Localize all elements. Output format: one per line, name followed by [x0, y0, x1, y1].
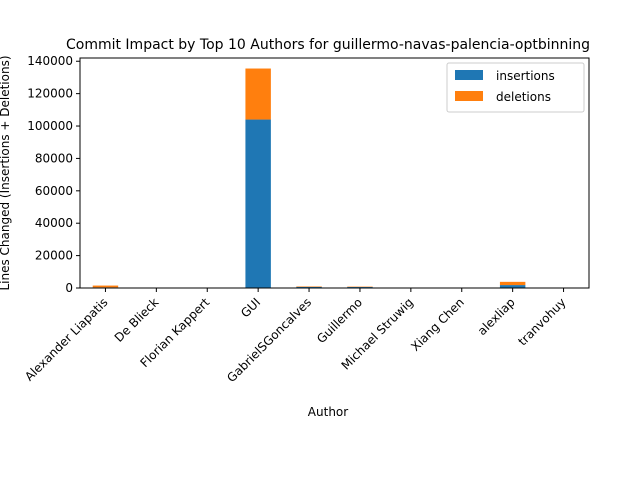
- y-tick-label: 40000: [35, 216, 73, 230]
- legend-swatch-deletions: [455, 91, 483, 101]
- legend-swatch-insertions: [455, 70, 483, 80]
- y-axis: 0 20000 40000 60000 80000 100000 120000 140000: [27, 54, 80, 295]
- x-tick-label: tranvohuy: [515, 295, 568, 348]
- legend-label-deletions: deletions: [496, 90, 551, 104]
- y-tick-label: 140000: [27, 54, 73, 68]
- y-axis-label: Lines Changed (Insertions + Deletions): [0, 55, 12, 290]
- y-tick-label: 20000: [35, 249, 73, 263]
- x-tick-label: De Blieck: [112, 295, 162, 345]
- x-tick-label: GUI: [238, 295, 263, 320]
- x-tick-label: alexliap: [475, 295, 518, 338]
- x-tick-label: Guillermo: [314, 295, 365, 346]
- bar-deletions-0: [93, 286, 118, 288]
- bar-insertions-3: [245, 120, 270, 288]
- x-axis-label: Author: [308, 405, 348, 419]
- y-tick-label: 60000: [35, 184, 73, 198]
- x-tick-label: Xiang Chen: [408, 295, 467, 354]
- legend-label-insertions: insertions: [496, 69, 555, 83]
- y-tick-label: 120000: [27, 87, 73, 101]
- y-tick-label: 0: [65, 281, 73, 295]
- bar-deletions-8: [500, 282, 525, 285]
- y-tick-label: 100000: [27, 119, 73, 133]
- y-tick-label: 80000: [35, 151, 73, 165]
- x-tick-label: Alexander Liapatis: [22, 295, 111, 384]
- chart-title: Commit Impact by Top 10 Authors for guil…: [66, 37, 590, 53]
- x-tick-label: GabrielSGoncalves: [224, 295, 314, 385]
- legend: insertions deletions: [447, 63, 584, 112]
- bar-deletions-3: [245, 69, 270, 120]
